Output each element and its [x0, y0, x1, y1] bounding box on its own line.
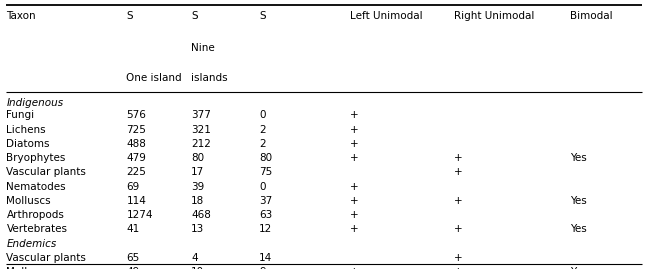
Text: +: + — [350, 153, 358, 163]
Text: Molluscs: Molluscs — [6, 196, 51, 206]
Text: Yes: Yes — [570, 224, 587, 234]
Text: 69: 69 — [126, 182, 139, 192]
Text: 2: 2 — [259, 139, 266, 149]
Text: 725: 725 — [126, 125, 146, 134]
Text: Vascular plants: Vascular plants — [6, 253, 86, 263]
Text: +: + — [350, 267, 358, 269]
Text: +: + — [350, 125, 358, 134]
Text: +: + — [350, 110, 358, 120]
Text: Molluscs: Molluscs — [6, 267, 51, 269]
Text: Lichens: Lichens — [6, 125, 46, 134]
Text: 63: 63 — [259, 210, 272, 220]
Text: Yes: Yes — [570, 153, 587, 163]
Text: 0: 0 — [259, 110, 266, 120]
Text: +: + — [454, 196, 462, 206]
Text: 212: 212 — [191, 139, 211, 149]
Text: islands: islands — [191, 73, 228, 83]
Text: Diatoms: Diatoms — [6, 139, 50, 149]
Text: 10: 10 — [191, 267, 204, 269]
Text: 4: 4 — [191, 253, 198, 263]
Text: Indigenous: Indigenous — [6, 98, 64, 108]
Text: S: S — [191, 11, 198, 21]
Text: 9: 9 — [259, 267, 266, 269]
Text: 39: 39 — [191, 182, 204, 192]
Text: +: + — [454, 153, 462, 163]
Text: 37: 37 — [259, 196, 272, 206]
Text: 80: 80 — [191, 153, 204, 163]
Text: +: + — [454, 224, 462, 234]
Text: 65: 65 — [126, 253, 139, 263]
Text: +: + — [350, 196, 358, 206]
Text: +: + — [454, 253, 462, 263]
Text: 0: 0 — [259, 182, 266, 192]
Text: Yes: Yes — [570, 267, 587, 269]
Text: +: + — [350, 182, 358, 192]
Text: 576: 576 — [126, 110, 146, 120]
Text: Bryophytes: Bryophytes — [6, 153, 66, 163]
Text: 13: 13 — [191, 224, 204, 234]
Text: 2: 2 — [259, 125, 266, 134]
Text: Left Unimodal: Left Unimodal — [350, 11, 422, 21]
Text: 75: 75 — [259, 167, 272, 177]
Text: +: + — [350, 210, 358, 220]
Text: 49: 49 — [126, 267, 139, 269]
Text: 12: 12 — [259, 224, 272, 234]
Text: 479: 479 — [126, 153, 146, 163]
Text: Nematodes: Nematodes — [6, 182, 66, 192]
Text: Nine: Nine — [191, 43, 215, 53]
Text: S: S — [126, 11, 133, 21]
Text: 114: 114 — [126, 196, 146, 206]
Text: 14: 14 — [259, 253, 272, 263]
Text: 468: 468 — [191, 210, 211, 220]
Text: Vascular plants: Vascular plants — [6, 167, 86, 177]
Text: S: S — [259, 11, 266, 21]
Text: 80: 80 — [259, 153, 272, 163]
Text: +: + — [454, 267, 462, 269]
Text: Vertebrates: Vertebrates — [6, 224, 67, 234]
Text: Taxon: Taxon — [6, 11, 36, 21]
Text: Right Unimodal: Right Unimodal — [454, 11, 534, 21]
Text: 18: 18 — [191, 196, 204, 206]
Text: Fungi: Fungi — [6, 110, 34, 120]
Text: 488: 488 — [126, 139, 146, 149]
Text: +: + — [350, 224, 358, 234]
Text: 377: 377 — [191, 110, 211, 120]
Text: 1274: 1274 — [126, 210, 153, 220]
Text: 321: 321 — [191, 125, 211, 134]
Text: Endemics: Endemics — [6, 239, 57, 249]
Text: Yes: Yes — [570, 196, 587, 206]
Text: 17: 17 — [191, 167, 204, 177]
Text: 225: 225 — [126, 167, 146, 177]
Text: Arthropods: Arthropods — [6, 210, 64, 220]
Text: 41: 41 — [126, 224, 139, 234]
Text: +: + — [454, 167, 462, 177]
Text: One island: One island — [126, 73, 182, 83]
Text: +: + — [350, 139, 358, 149]
Text: Bimodal: Bimodal — [570, 11, 613, 21]
